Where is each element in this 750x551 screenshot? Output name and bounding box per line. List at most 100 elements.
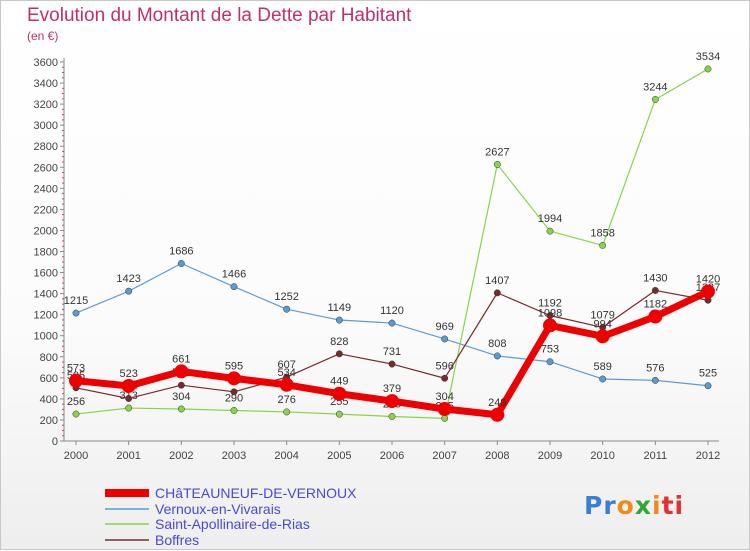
data-point	[388, 360, 396, 368]
x-tick-label: 2002	[169, 450, 193, 462]
data-label: 379	[383, 383, 401, 395]
y-tick-label: 3000	[34, 120, 58, 132]
data-label: 1098	[538, 307, 562, 319]
data-label: 969	[435, 321, 453, 333]
legend-entry: Vernoux-en-Vivarais	[155, 501, 281, 517]
data-point	[230, 407, 238, 414]
y-tick-label: 800	[40, 352, 58, 364]
data-point	[441, 414, 449, 422]
y-tick-label: 600	[40, 373, 58, 385]
x-tick-label: 2012	[696, 450, 720, 462]
data-label: 1149	[328, 302, 352, 314]
data-label: 304	[435, 391, 453, 403]
data-label: 1994	[538, 213, 562, 225]
x-tick-label: 2011	[644, 450, 668, 462]
y-tick-label: 200	[40, 415, 58, 427]
logo-letter: r	[603, 491, 617, 520]
data-label: 596	[435, 360, 453, 372]
data-label: 534	[277, 367, 295, 379]
logo-letter: x	[634, 491, 652, 520]
data-point	[546, 358, 554, 366]
y-tick-label: 0	[52, 436, 58, 448]
data-label: 3534	[696, 51, 720, 63]
y-tick-label: 3200	[34, 99, 58, 111]
x-tick-label: 2004	[274, 450, 298, 462]
data-point	[701, 284, 715, 299]
data-point	[125, 395, 133, 402]
logo-letter: P	[584, 491, 604, 520]
data-point	[335, 316, 343, 324]
data-label: 1858	[590, 227, 614, 239]
data-label: 1407	[485, 275, 509, 287]
data-point	[227, 371, 241, 386]
y-tick-label: 3600	[34, 57, 58, 69]
y-tick-label: 1200	[34, 310, 58, 322]
logo-letter: t	[661, 491, 675, 520]
data-point	[283, 408, 291, 416]
data-point	[388, 413, 396, 420]
data-point	[69, 373, 83, 388]
data-point	[493, 160, 501, 168]
data-label: 1079	[590, 309, 614, 321]
data-point	[595, 329, 610, 344]
logo-letter: o	[616, 491, 635, 520]
y-tick-label: 1400	[34, 289, 58, 301]
data-label: 1420	[696, 274, 720, 286]
data-label: 525	[699, 368, 717, 380]
x-tick-label: 2003	[222, 450, 246, 462]
data-point	[230, 283, 238, 291]
legend-entry: Saint-Apollinaire-de-Rias	[155, 516, 310, 532]
legend-entry: Boffres	[155, 532, 199, 548]
data-point	[230, 388, 238, 396]
y-tick-label: 2400	[34, 183, 58, 195]
data-label: 449	[330, 376, 348, 388]
data-point	[599, 375, 607, 383]
y-tick-label: 3400	[34, 78, 58, 90]
data-label: 523	[119, 368, 137, 380]
y-tick-label: 1000	[34, 331, 58, 343]
data-label: 1430	[643, 272, 667, 284]
data-label: 607	[277, 359, 295, 371]
chart-title: Evolution du Montant de la Dette par Hab…	[27, 5, 412, 26]
data-label: 1423	[116, 273, 140, 285]
y-tick-label: 2200	[34, 204, 58, 216]
logo-letter: i	[652, 491, 662, 520]
data-label: 589	[593, 361, 611, 373]
data-point	[493, 352, 501, 360]
data-point	[704, 382, 712, 390]
data-point	[385, 394, 399, 409]
x-tick-label: 2006	[380, 450, 404, 462]
x-tick-label: 2007	[432, 450, 456, 462]
data-point	[493, 289, 501, 297]
logo-letter: i	[674, 491, 685, 520]
data-point	[332, 386, 347, 401]
data-label: 3244	[643, 81, 667, 93]
data-label: 249	[488, 397, 506, 409]
data-point	[72, 410, 80, 418]
data-label: 661	[172, 353, 190, 365]
data-label: 994	[593, 318, 611, 330]
data-label: 753	[541, 344, 559, 356]
data-label: 1192	[538, 298, 562, 310]
y-tick-label: 2000	[34, 225, 58, 237]
data-point	[441, 374, 449, 382]
data-point	[72, 309, 80, 317]
data-point	[177, 381, 185, 389]
data-label: 1252	[274, 291, 298, 303]
chart-unit: (en €)	[27, 29, 59, 43]
data-label: 576	[646, 362, 664, 374]
data-point	[648, 309, 663, 324]
y-tick-label: 2800	[34, 141, 58, 153]
data-label: 1182	[644, 299, 668, 311]
data-point	[177, 260, 185, 267]
data-point	[651, 376, 659, 384]
data-point	[283, 305, 291, 313]
y-tick-label: 2600	[34, 162, 58, 174]
data-point	[704, 65, 712, 73]
data-label: 595	[225, 360, 243, 372]
data-point	[651, 287, 659, 294]
legend-entry: CHâTEAUNEUF-DE-VERNOUX	[155, 485, 357, 501]
data-label: 276	[277, 394, 295, 406]
data-label: 256	[67, 396, 85, 408]
